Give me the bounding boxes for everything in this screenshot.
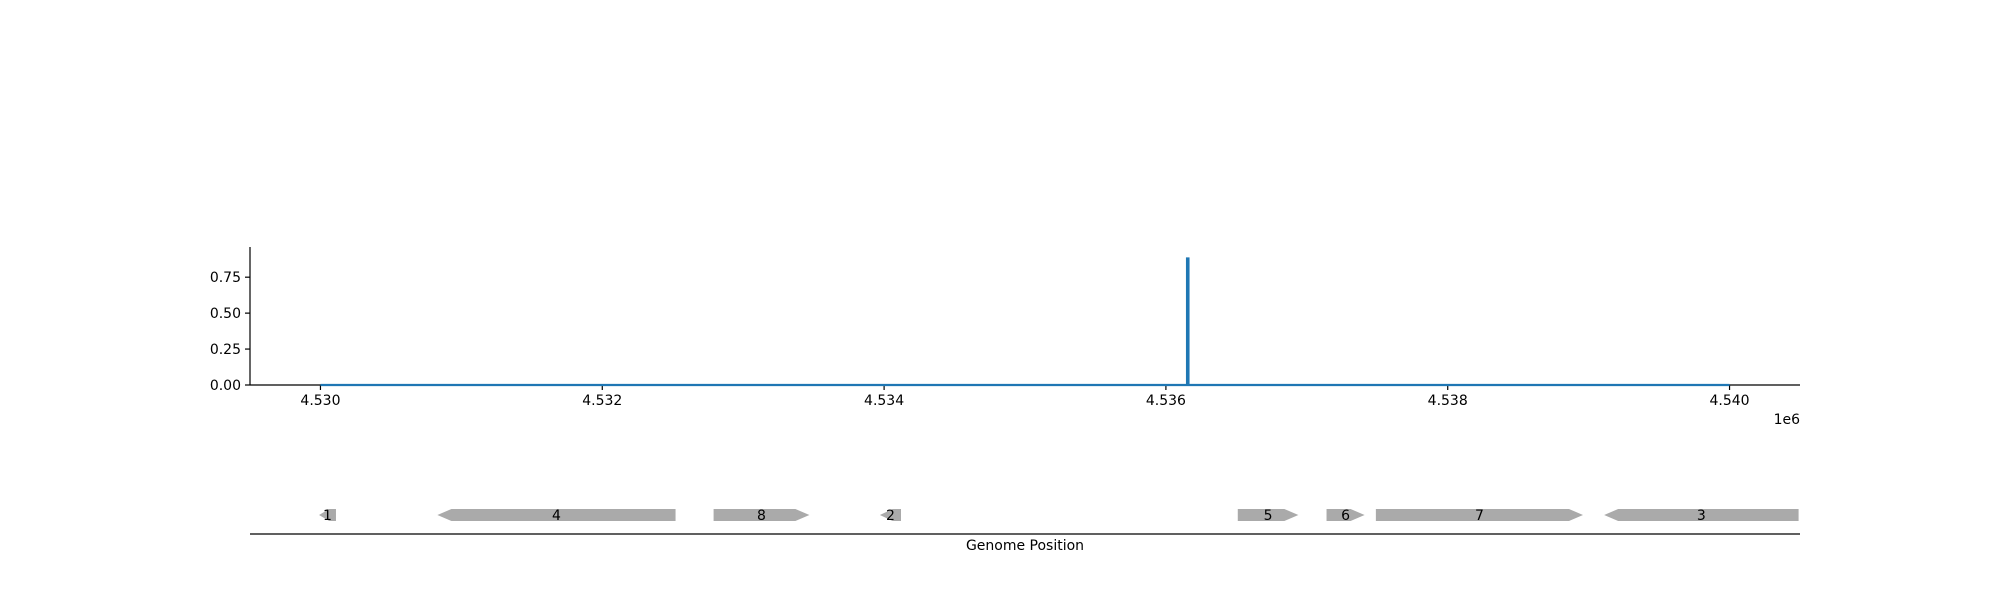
gene-arrow-1 [319, 509, 336, 521]
gene-arrow-5 [1237, 509, 1299, 521]
gene-label-5: 5 [1264, 508, 1273, 524]
x-tick-label: 4.536 [1146, 393, 1186, 409]
gene-label-6: 6 [1341, 508, 1350, 524]
gene-label-1: 1 [323, 508, 332, 524]
gene-arrow-6 [1326, 509, 1365, 521]
y-tick-label: 0.25 [210, 342, 241, 358]
x-tick-label: 4.530 [300, 393, 340, 409]
gene-track-x-axis-label: Genome Position [966, 538, 1084, 554]
gene-label-8: 8 [757, 508, 766, 524]
y-tick-label: 0.00 [210, 378, 241, 394]
coverage-series-line [320, 257, 1730, 387]
gene-label-4: 4 [552, 508, 561, 524]
x-tick-label: 4.534 [864, 393, 904, 409]
gene-arrow-8 [713, 509, 810, 521]
gene-arrow-4 [437, 509, 676, 521]
gene-label-3: 3 [1697, 508, 1706, 524]
x-tick-label: 4.540 [1709, 393, 1749, 409]
y-ticks: 0.00 0.25 0.50 0.75 [210, 270, 250, 394]
x-offset-label: 1e6 [1774, 412, 1801, 428]
x-ticks: 4.530 4.532 4.534 4.536 4.538 4.540 [300, 385, 1750, 409]
coverage-plot: 0.000.250.500.75 4.530 4.532 4.534 4.536 4.5… [210, 247, 1800, 428]
y-tick-label: 0.50 [210, 306, 241, 322]
gene-label-7: 7 [1475, 508, 1484, 524]
x-tick-label: 4.532 [582, 393, 622, 409]
gene-arrow-2 [879, 509, 901, 521]
x-tick-label: 4.538 [1428, 393, 1468, 409]
gene-label-2: 2 [886, 508, 895, 524]
y-tick-label: 0.75 [210, 270, 241, 286]
gene-arrow-3 [1604, 509, 1799, 521]
gene-arrow-7 [1375, 509, 1583, 521]
